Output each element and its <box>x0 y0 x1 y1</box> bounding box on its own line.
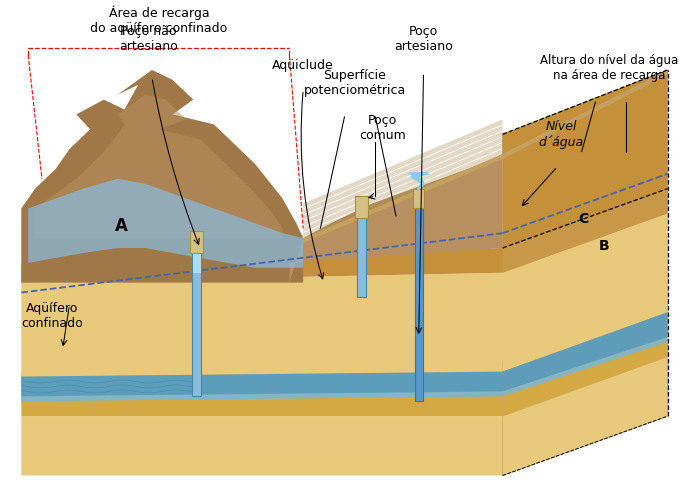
Polygon shape <box>503 188 667 273</box>
Text: Poço não
artesiano: Poço não artesiano <box>119 25 178 53</box>
Polygon shape <box>22 312 667 396</box>
Polygon shape <box>303 149 503 238</box>
Bar <box>356 196 367 218</box>
Text: Aqüiclude: Aqüiclude <box>272 60 334 72</box>
Polygon shape <box>22 298 667 416</box>
Bar <box>415 198 423 401</box>
Text: C: C <box>578 212 589 226</box>
Polygon shape <box>303 120 503 208</box>
Text: Superfície
potenciométrica: Superfície potenciométrica <box>303 69 406 97</box>
Polygon shape <box>22 357 667 476</box>
Text: A: A <box>115 217 127 235</box>
Polygon shape <box>303 131 503 220</box>
Polygon shape <box>303 137 503 226</box>
Polygon shape <box>35 95 283 238</box>
Polygon shape <box>22 312 667 401</box>
Text: Aqüífero
confinado: Aqüífero confinado <box>22 303 83 330</box>
Bar <box>357 208 367 298</box>
Text: Área de recarga
do aqüífero confinado: Área de recarga do aqüífero confinado <box>90 5 228 35</box>
Polygon shape <box>503 298 667 416</box>
Bar <box>191 231 203 253</box>
Polygon shape <box>303 70 667 243</box>
Polygon shape <box>29 179 303 268</box>
Polygon shape <box>503 70 667 248</box>
Text: Nível
d´água: Nível d´água <box>539 121 583 149</box>
Polygon shape <box>303 143 503 232</box>
Text: Poço
artesiano: Poço artesiano <box>394 25 453 53</box>
Bar <box>193 243 200 273</box>
Polygon shape <box>503 70 667 476</box>
Polygon shape <box>303 125 503 214</box>
Bar <box>413 188 424 208</box>
Text: Altura do nível da água
na área de recarga: Altura do nível da água na área de recar… <box>540 54 679 82</box>
Polygon shape <box>290 154 503 283</box>
Text: Poço
comum: Poço comum <box>359 114 406 142</box>
Polygon shape <box>503 213 667 372</box>
Bar <box>192 243 201 396</box>
Polygon shape <box>503 357 667 476</box>
Polygon shape <box>503 312 667 396</box>
Text: B: B <box>599 239 610 252</box>
Polygon shape <box>22 213 667 376</box>
Polygon shape <box>22 188 667 283</box>
Polygon shape <box>22 70 303 283</box>
